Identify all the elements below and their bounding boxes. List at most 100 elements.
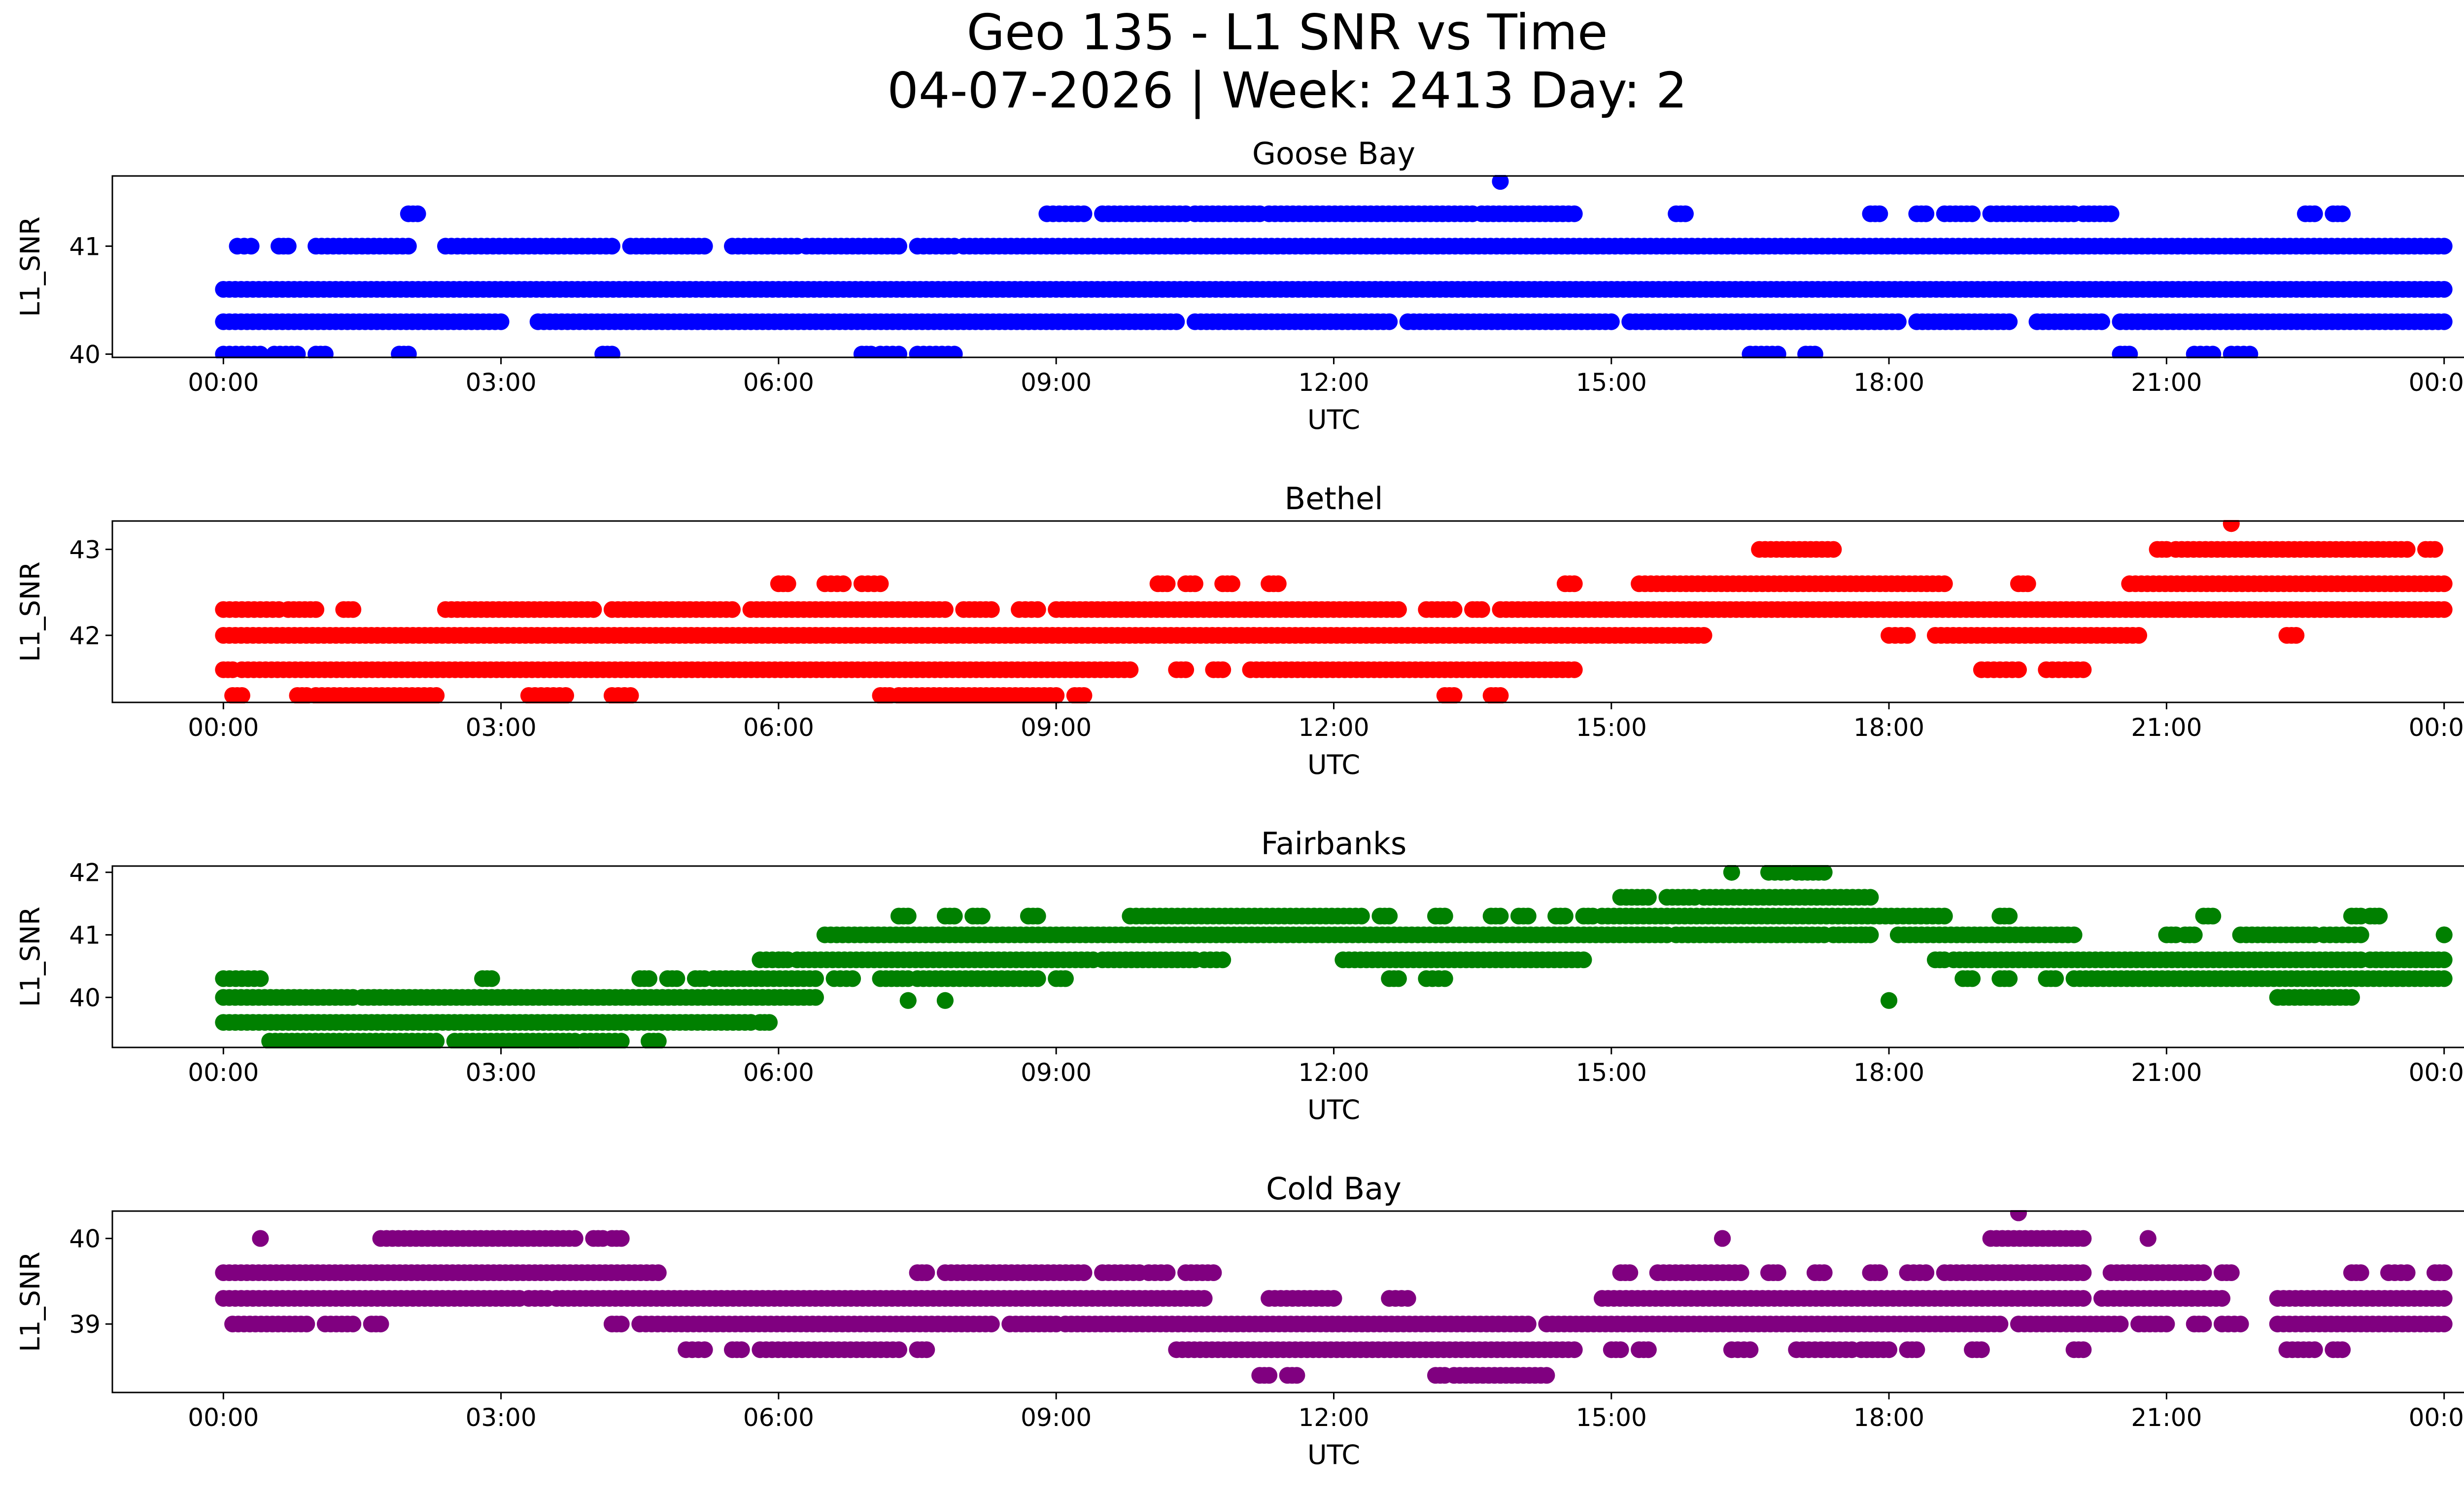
data-point [1399, 1290, 1416, 1307]
data-point [1936, 907, 1953, 925]
data-point [2102, 205, 2120, 222]
data-point [1288, 1367, 1305, 1384]
data-point [2426, 541, 2443, 558]
data-point [1742, 1341, 1759, 1358]
data-point [1048, 687, 1065, 703]
data-points [215, 520, 2453, 703]
data-point [1075, 205, 1093, 222]
data-point [983, 1316, 1000, 1333]
data-points [215, 175, 2453, 358]
data-point [696, 1341, 713, 1358]
data-point [1723, 865, 1740, 881]
data-point [2075, 1290, 2092, 1307]
data-point [2352, 926, 2369, 943]
data-point [1186, 575, 1203, 592]
x-tick-label: 00:00 [2409, 368, 2464, 397]
data-point [1566, 205, 1583, 222]
data-point [2435, 1316, 2453, 1333]
data-point [1436, 907, 1453, 925]
data-point [566, 1230, 583, 1247]
x-tick-label: 18:00 [1853, 1403, 1924, 1432]
data-point [1556, 907, 1574, 925]
data-point [1029, 970, 1046, 987]
data-point [2010, 1210, 2027, 1221]
data-point [1325, 1290, 1342, 1307]
data-point [2435, 926, 2453, 943]
data-point [2186, 926, 2203, 943]
data-point [1964, 205, 1981, 222]
data-point [890, 346, 907, 358]
data-point [1732, 1264, 1749, 1281]
data-point [1640, 1341, 1657, 1358]
x-tick-label: 06:00 [743, 1058, 814, 1087]
data-point [492, 313, 510, 330]
data-point [1214, 951, 1232, 969]
x-tick-label: 12:00 [1298, 368, 1369, 397]
y-tick-label: 42 [69, 859, 101, 887]
data-point [1917, 1264, 1935, 1281]
data-point [316, 346, 334, 358]
data-point [2435, 601, 2453, 618]
data-point [428, 687, 445, 703]
data-point [2306, 1341, 2323, 1358]
data-point [1917, 205, 1935, 222]
data-point [603, 238, 620, 255]
data-point [1075, 687, 1093, 703]
data-point [1714, 1230, 1731, 1247]
data-point [1177, 661, 1195, 678]
data-point [1436, 970, 1453, 987]
data-point [1973, 1341, 1990, 1358]
data-point [974, 907, 991, 925]
x-tick-label: 00:00 [188, 713, 259, 742]
data-point [233, 687, 250, 703]
data-point [1057, 970, 1074, 987]
data-point [557, 687, 574, 703]
panel-title: Fairbanks [1261, 826, 1407, 862]
data-point [2001, 313, 2018, 330]
x-tick-label: 00:00 [188, 368, 259, 397]
x-tick-label: 00:00 [2409, 1058, 2464, 1087]
data-point [409, 205, 426, 222]
data-point [2223, 520, 2240, 532]
data-point [890, 1341, 907, 1358]
data-point [298, 1316, 315, 1333]
x-tick-label: 15:00 [1576, 368, 1647, 397]
data-point [1862, 926, 1879, 943]
data-point [1196, 1290, 1213, 1307]
data-point [2112, 1316, 2129, 1333]
data-point [1492, 907, 1509, 925]
data-point [2065, 926, 2083, 943]
x-tick-label: 09:00 [1021, 368, 1092, 397]
data-point [2010, 661, 2027, 678]
data-point [1881, 1341, 1898, 1358]
data-point [1224, 575, 1240, 592]
x-tick-label: 21:00 [2131, 1058, 2202, 1087]
x-axis-label: UTC [1307, 404, 1360, 435]
y-axis-label: L1_SNR [15, 906, 46, 1007]
data-point [1519, 907, 1537, 925]
y-tick-label: 41 [69, 921, 101, 950]
data-point [2019, 575, 2036, 592]
data-point [936, 601, 954, 618]
data-point [2139, 1230, 2156, 1247]
data-point [1603, 313, 1620, 330]
data-point [650, 1033, 667, 1048]
y-axis-label: L1_SNR [15, 561, 46, 662]
data-points [215, 865, 2453, 1048]
x-tick-label: 06:00 [743, 368, 814, 397]
data-point [2334, 205, 2351, 222]
data-point [2195, 1316, 2212, 1333]
y-axis-label: L1_SNR [15, 1252, 46, 1352]
data-point [2334, 1341, 2351, 1358]
data-point [252, 1230, 269, 1247]
x-tick-label: 21:00 [2131, 368, 2202, 397]
data-point [2435, 313, 2453, 330]
data-point [1899, 627, 1916, 644]
data-point [2435, 281, 2453, 298]
data-point [1390, 601, 1407, 618]
data-point [252, 346, 269, 358]
x-tick-label: 18:00 [1853, 1058, 1924, 1087]
data-point [1269, 575, 1287, 592]
